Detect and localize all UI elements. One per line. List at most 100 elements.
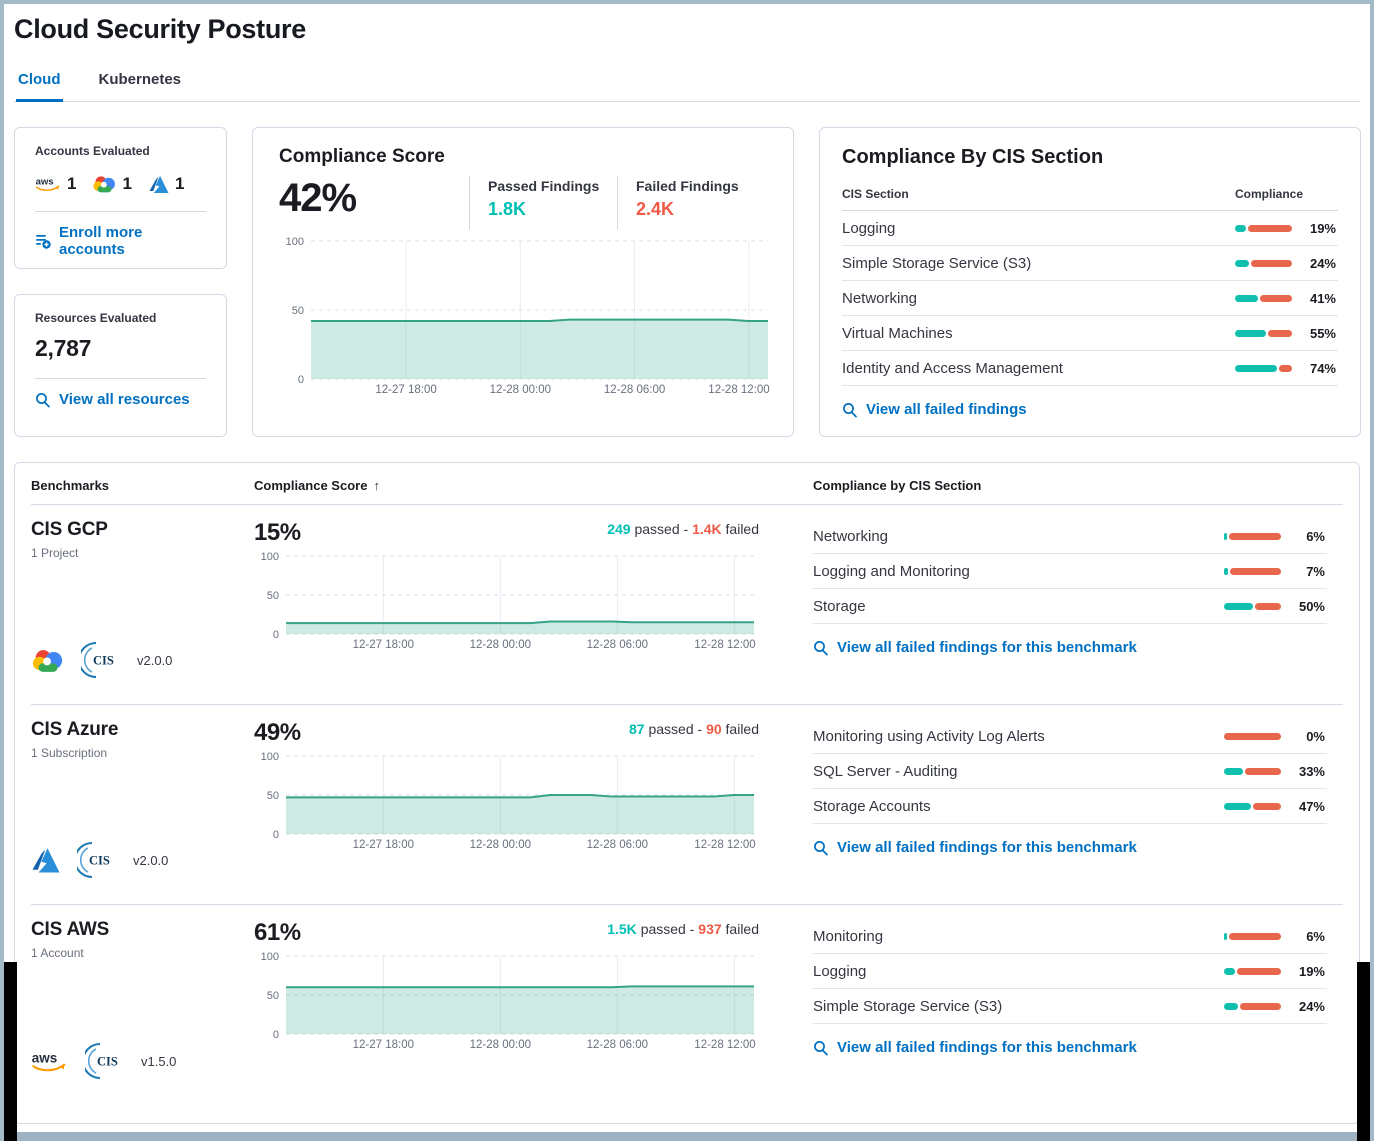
svg-text:12-28 00:00: 12-28 00:00	[470, 1039, 531, 1051]
svg-text:12-27 18:00: 12-27 18:00	[353, 839, 414, 851]
svg-text:12-28 00:00: 12-28 00:00	[490, 384, 551, 396]
compliance-bar	[1235, 224, 1292, 232]
compliance-percent: 47%	[1298, 798, 1325, 814]
compliance-percent: 24%	[1309, 255, 1336, 271]
cis-section-label: Simple Storage Service (S3)	[842, 254, 1032, 272]
compliance-meter: 6%	[1224, 529, 1327, 544]
cis-section-label: Storage	[813, 597, 866, 615]
failed-word: failed	[725, 521, 759, 537]
compliance-bar	[1235, 294, 1292, 302]
benchmark-version: v2.0.0	[133, 852, 169, 868]
compliance-meter: 7%	[1224, 564, 1327, 579]
aws-account-count: aws 1	[35, 174, 77, 194]
benchmark-version: v2.0.0	[137, 652, 173, 668]
compliance-meter: 24%	[1235, 256, 1338, 271]
compliance-bar	[1224, 732, 1281, 740]
benchmark-name: CIS GCP	[31, 519, 108, 540]
cis-section-row: Storage Accounts 47%	[813, 789, 1327, 824]
view-all-resources-link[interactable]: View all resources	[35, 391, 206, 408]
view-all-failed-findings-link[interactable]: View all failed findings	[842, 401, 1338, 418]
benchmark-score-header: 61% 1.5K passed - 937 failed	[254, 919, 759, 947]
svg-text:50: 50	[267, 590, 279, 602]
magnifier-icon	[814, 1040, 828, 1055]
svg-text:aws: aws	[32, 1050, 57, 1065]
cis-logo: CIS	[81, 642, 114, 678]
cis-section-row: Storage 50%	[813, 589, 1327, 624]
passed-word: passed -	[640, 921, 695, 937]
aws-logo: aws	[32, 1050, 66, 1071]
compliance-column-header: Compliance	[1235, 187, 1304, 201]
compliance-meter: 55%	[1235, 326, 1338, 341]
compliance-bar	[1224, 932, 1281, 940]
svg-text:12-28 12:00: 12-28 12:00	[708, 384, 769, 396]
cis-logo: CIS	[85, 1043, 118, 1079]
passed-word: passed -	[648, 721, 703, 737]
svg-text:12-28 06:00: 12-28 06:00	[604, 384, 665, 396]
benchmark-name: CIS Azure	[31, 719, 119, 740]
compliance-bar	[1224, 567, 1281, 575]
benchmark-cis-sections: Monitoring using Activity Log Alerts 0% …	[813, 719, 1343, 894]
failed-count: 1.4K	[692, 521, 722, 537]
cis-table-header: CIS Section Compliance	[842, 187, 1338, 211]
passed-count: 87	[629, 721, 645, 737]
svg-text:CIS: CIS	[89, 854, 110, 868]
tab-kubernetes[interactable]: Kubernetes	[98, 71, 182, 88]
benchmark-score: 61%	[254, 919, 301, 946]
cis-section-row: Logging 19%	[842, 211, 1338, 246]
benchmark-trend-chart: 12-27 18:00 12-28 00:00 12-28 06:00 12-28 1…	[254, 951, 759, 1053]
view-benchmark-failed-findings-label: View all failed findings for this benchm…	[837, 639, 1137, 656]
cis-section-label: Monitoring using Activity Log Alerts	[813, 727, 1045, 745]
desktop-background-right	[1357, 962, 1370, 1141]
provider-counts: aws 1 1 1	[35, 170, 206, 198]
cis-section-row: Virtual Machines 55%	[842, 316, 1338, 351]
passed-findings-block: Passed Findings 1.8K	[469, 176, 617, 230]
enroll-more-accounts-link[interactable]: Enroll more accounts	[35, 224, 206, 258]
compliance-percent: 55%	[1309, 325, 1336, 341]
summary-cards-row: Accounts Evaluated aws 1 1 1	[14, 127, 1361, 437]
benchmark-info: CIS Azure 1 Subscription CIS v2.0.0	[31, 719, 254, 894]
benchmarks-column-header: Benchmarks	[31, 478, 110, 493]
benchmark-row-cis-gcp: CIS GCP 1 Project CIS v2.0.0 15% 249 pas…	[31, 505, 1343, 705]
failed-word: failed	[725, 721, 759, 737]
cis-section-row: Logging and Monitoring 7%	[813, 554, 1327, 589]
svg-text:100: 100	[261, 751, 279, 763]
compliance-bar	[1224, 532, 1281, 540]
cis-section-column-header: CIS Section	[842, 187, 909, 201]
azure-account-count: 1	[148, 174, 184, 194]
azure-count: 1	[174, 174, 185, 193]
page-title: Cloud Security Posture	[14, 14, 306, 44]
failed-count: 937	[698, 921, 722, 937]
view-all-failed-findings-label: View all failed findings	[866, 401, 1027, 418]
score-stats: 42% Passed Findings 1.8K Failed Findings…	[279, 176, 767, 230]
accounts-evaluated-card: Accounts Evaluated aws 1 1 1	[14, 127, 227, 269]
compliance-meter: 41%	[1235, 291, 1338, 306]
compliance-score-card: Compliance Score 42% Passed Findings 1.8…	[252, 127, 794, 437]
svg-text:12-28 06:00: 12-28 06:00	[587, 839, 648, 851]
compliance-score-column-header[interactable]: Compliance Score ↑	[254, 478, 813, 493]
view-benchmark-failed-findings-link[interactable]: View all failed findings for this benchm…	[813, 839, 1327, 856]
cis-section-row: Networking 6%	[813, 519, 1327, 554]
accounts-evaluated-title: Accounts Evaluated	[35, 144, 150, 158]
tab-cloud[interactable]: Cloud	[16, 65, 63, 102]
passed-failed-summary: 1.5K passed - 937 failed	[607, 919, 759, 937]
aws-logo: aws	[36, 177, 60, 191]
cis-section-column-header: Compliance by CIS Section	[813, 478, 982, 493]
compliance-percent: 6%	[1306, 928, 1325, 944]
failed-word: failed	[725, 921, 759, 937]
gcp-account-count: 1	[92, 174, 132, 194]
benchmark-score: 49%	[254, 719, 301, 746]
compliance-meter: 47%	[1224, 799, 1327, 814]
benchmark-name: CIS AWS	[31, 919, 110, 940]
view-benchmark-failed-findings-link[interactable]: View all failed findings for this benchm…	[813, 1039, 1327, 1056]
svg-text:0: 0	[273, 629, 279, 641]
svg-text:0: 0	[273, 1029, 279, 1041]
view-benchmark-failed-findings-link[interactable]: View all failed findings for this benchm…	[813, 639, 1327, 656]
cis-section-label: Logging	[813, 962, 867, 980]
svg-text:12-28 00:00: 12-28 00:00	[470, 639, 531, 651]
compliance-bar	[1224, 802, 1281, 810]
passed-count: 249	[607, 521, 631, 537]
cis-section-label: Monitoring	[813, 927, 884, 945]
compliance-score-header-label: Compliance Score	[254, 478, 368, 493]
compliance-meter: 50%	[1224, 599, 1327, 614]
